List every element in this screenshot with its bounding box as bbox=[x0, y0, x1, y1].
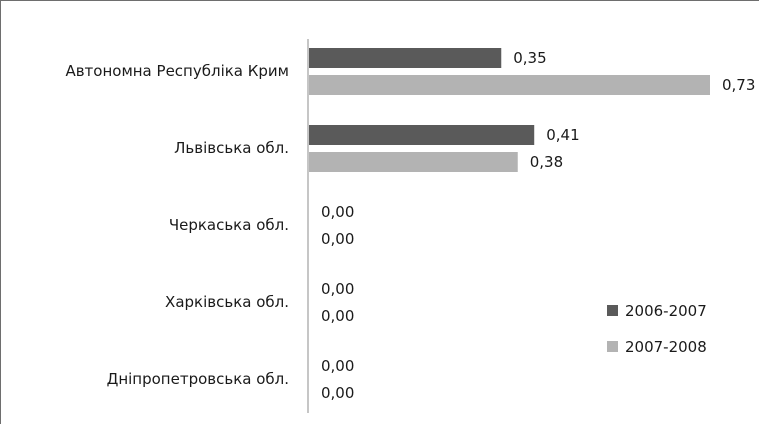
category-label: Черкаська обл. bbox=[169, 216, 289, 234]
legend-label: 2007-2008 bbox=[625, 338, 707, 356]
data-label: 0,00 bbox=[321, 384, 354, 402]
bar-2006-2007-0 bbox=[309, 48, 502, 68]
legend-swatch bbox=[607, 341, 618, 352]
value-labels: 0,35 0,73 0,41 0,38 0,00 0,00 0,00 0,00 0,00 0,00 bbox=[321, 49, 755, 402]
data-label: 0,35 bbox=[513, 49, 546, 67]
category-label: Автономна Республіка Крим bbox=[65, 62, 289, 80]
bars bbox=[309, 48, 710, 172]
legend-label: 2006-2007 bbox=[625, 302, 707, 320]
data-label: 0,00 bbox=[321, 280, 354, 298]
category-label: Дніпропетровська обл. bbox=[107, 370, 289, 388]
category-label: Харківська обл. bbox=[165, 293, 289, 311]
data-label: 0,41 bbox=[546, 126, 579, 144]
legend: 2006-2007 2007-2008 bbox=[607, 302, 707, 356]
category-labels: Автономна Республіка Крим Львівська обл. Ч… bbox=[65, 62, 289, 388]
data-label: 0,38 bbox=[530, 153, 563, 171]
bar-2007-2008-1 bbox=[309, 152, 518, 172]
bar-2006-2007-1 bbox=[309, 125, 535, 145]
data-label: 0,00 bbox=[321, 357, 354, 375]
data-label: 0,00 bbox=[321, 203, 354, 221]
data-label: 0,00 bbox=[321, 307, 354, 325]
data-label: 0,73 bbox=[722, 76, 755, 94]
category-label: Львівська обл. bbox=[174, 139, 289, 157]
data-label: 0,00 bbox=[321, 230, 354, 248]
legend-swatch bbox=[607, 305, 618, 316]
bar-2007-2008-0 bbox=[309, 75, 710, 95]
